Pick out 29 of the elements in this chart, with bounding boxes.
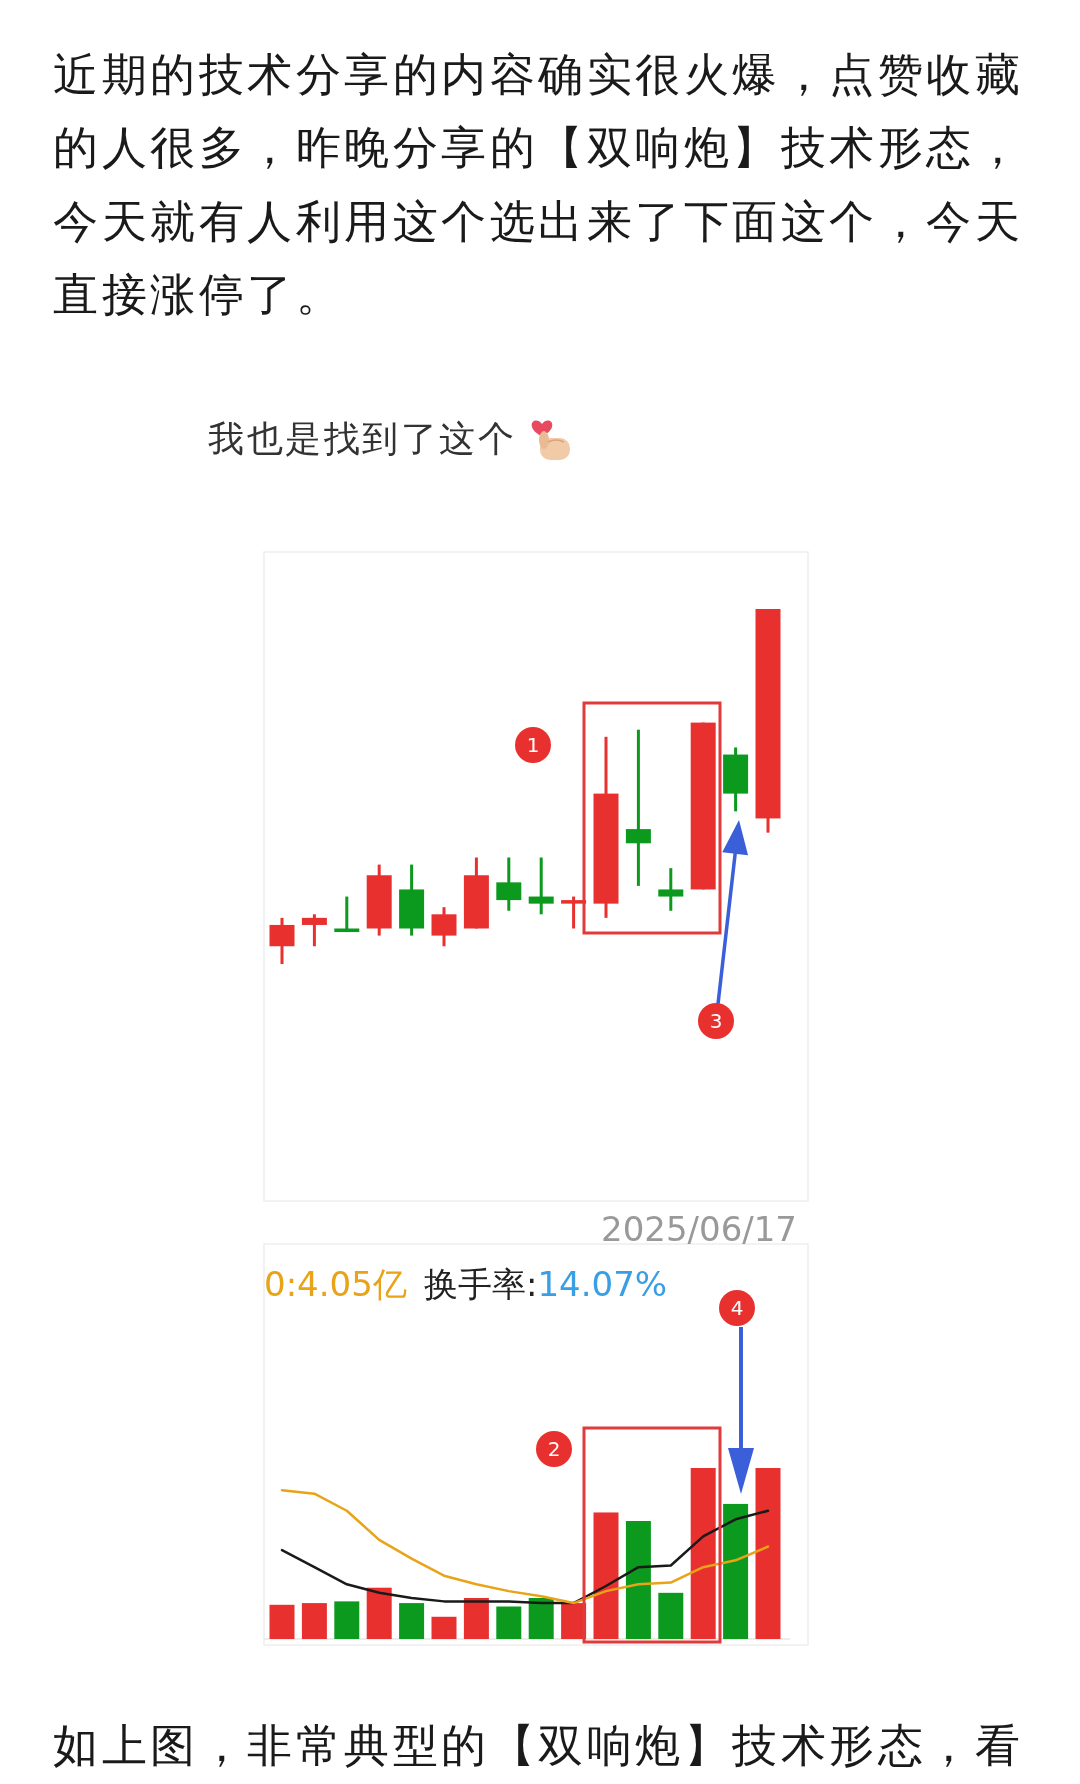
bar [269,1604,295,1639]
text: 换手率:14.07% [424,1264,668,1304]
bar [334,1601,360,1639]
text: 0:4.05亿 [264,1264,407,1304]
bar [528,1597,554,1639]
bar [463,1597,489,1639]
bar [301,1603,327,1639]
candlestick [301,914,327,947]
bar [399,1603,425,1639]
text: 4 [730,1296,744,1320]
candlestick [658,868,684,911]
annotation: 1 [526,733,540,757]
candlestick [528,857,554,915]
bar [496,1606,522,1639]
bar [755,1468,781,1639]
text: 3 [709,1009,723,1033]
text: 如上图，非常典型的【双响炮】技术形态，看 [53,1719,1023,1772]
bar [723,1503,749,1639]
text: 2025/06/17 [601,1209,797,1249]
text: 2 [547,1437,561,1461]
bar [690,1468,716,1639]
text: 我也是找到了这个 [208,418,516,459]
bar [593,1512,619,1639]
bar [658,1592,684,1639]
bar [431,1616,457,1639]
bar [625,1521,651,1639]
text: 近期的技术分享的内容确实很火爆，点赞收藏的人很多，昨晚分享的【双响炮】技术形态，今天就有人利用这个选出来了下面这个，今天直接涨停了。 [53,48,1023,321]
bar [366,1587,392,1639]
candlestick [625,729,651,886]
